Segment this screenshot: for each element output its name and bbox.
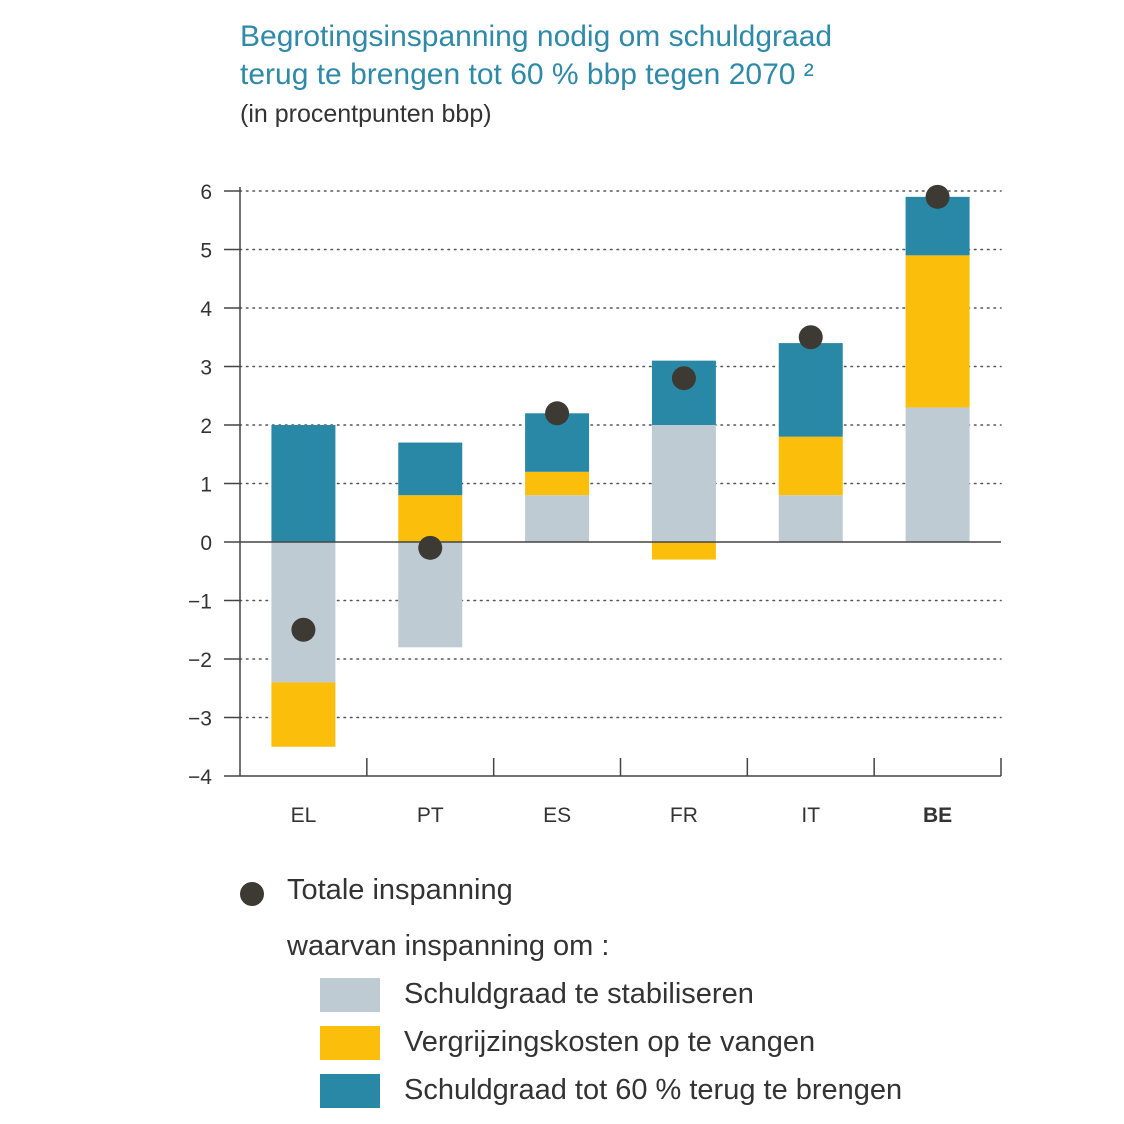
x-tick-label: ES xyxy=(543,804,571,827)
chart-title-line-2: terug te brengen tot 60 % bbp tegen 2070… xyxy=(240,58,814,91)
total-marker-it xyxy=(798,325,823,350)
y-tick-label: −4 xyxy=(188,766,212,789)
bar-pt-reduce xyxy=(398,442,463,496)
bar-be-ageing xyxy=(905,255,970,408)
bar-el-stabilise xyxy=(271,542,336,683)
bar-el-ageing xyxy=(271,682,336,747)
bars xyxy=(271,196,970,747)
x-tick-label: FR xyxy=(670,804,698,827)
axes xyxy=(224,187,1002,777)
y-tick-label: −3 xyxy=(188,708,212,731)
axis-labels: −4 −3 −2 −1 0 1 2 3 4 5 6 EL PT ES FR IT BE xyxy=(188,181,952,827)
y-tick-label: 3 xyxy=(200,357,212,380)
bar-it-stabilise xyxy=(778,495,843,542)
total-markers xyxy=(291,184,950,642)
y-tick-label: −1 xyxy=(188,591,212,614)
x-tick-label: PT xyxy=(417,804,444,827)
y-tick-label: 1 xyxy=(200,474,212,497)
bar-es-ageing xyxy=(525,471,590,496)
bar-it-ageing xyxy=(778,436,843,496)
x-tick-label: EL xyxy=(291,804,317,827)
y-tick-label: 2 xyxy=(200,415,212,438)
x-tick-label: IT xyxy=(801,804,820,827)
bar-el-reduce xyxy=(271,425,336,542)
chart-title: Begrotingsinspanning nodig om schuldgraa… xyxy=(240,18,1100,94)
total-marker-pt xyxy=(418,535,443,560)
bar-fr-ageing xyxy=(651,542,716,560)
total-marker-es xyxy=(545,401,570,426)
bar-it-reduce xyxy=(778,343,843,437)
total-marker-fr xyxy=(671,366,696,391)
bar-pt-ageing xyxy=(398,495,463,542)
bar-es-stabilise xyxy=(525,495,590,542)
y-tick-label: −2 xyxy=(188,649,212,672)
y-tick-label: 6 xyxy=(200,181,212,204)
total-marker-el xyxy=(291,617,316,642)
chart-title-line-1: Begrotingsinspanning nodig om schuldgraa… xyxy=(240,20,833,53)
x-tick-label: BE xyxy=(923,804,952,827)
grid-lines xyxy=(239,190,1002,719)
total-marker-be xyxy=(925,184,950,209)
y-tick-label: 0 xyxy=(200,532,212,555)
y-tick-label: 4 xyxy=(200,298,212,321)
bar-fr-stabilise xyxy=(651,425,716,542)
bar-be-stabilise xyxy=(905,407,970,542)
y-tick-label: 5 xyxy=(200,240,212,263)
chart-subtitle: (in procentpunten bbp) xyxy=(240,100,492,128)
